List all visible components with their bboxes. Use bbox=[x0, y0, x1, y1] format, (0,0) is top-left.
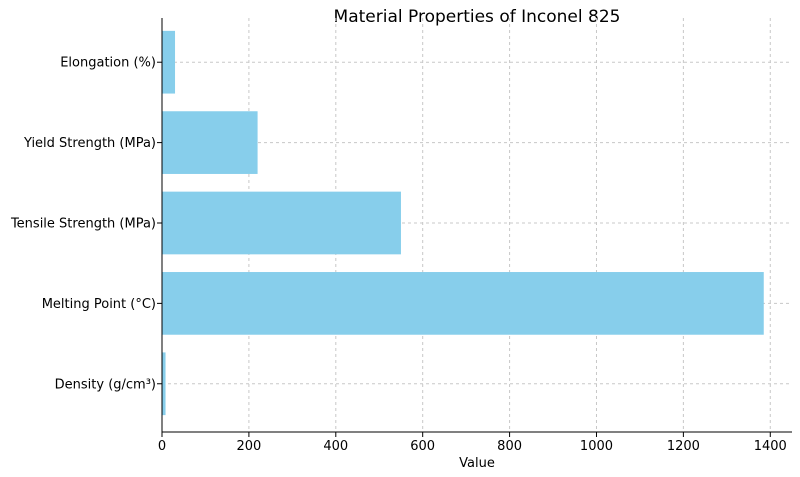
x-tick-label: 400 bbox=[323, 439, 348, 454]
category-labels: Density (g/cm³) Melting Point (°C) Tensile… bbox=[10, 56, 162, 392]
x-ticks: 0 200 400 600 800 1000 1200 1400 bbox=[158, 432, 787, 454]
category-label: Elongation (%) bbox=[60, 56, 156, 71]
bar bbox=[162, 30, 176, 94]
x-tick-label: 1400 bbox=[754, 439, 787, 454]
x-tick-label: 0 bbox=[158, 439, 166, 454]
x-tick-label: 1200 bbox=[667, 439, 700, 454]
axes bbox=[161, 18, 792, 433]
x-tick-label: 1000 bbox=[580, 439, 613, 454]
category-label: Melting Point (°C) bbox=[42, 297, 156, 312]
category-label: Yield Strength (MPa) bbox=[23, 136, 156, 151]
bars bbox=[162, 30, 764, 416]
x-tick-label: 200 bbox=[236, 439, 261, 454]
chart-title: Material Properties of Inconel 825 bbox=[334, 7, 621, 27]
x-tick-label: 600 bbox=[410, 439, 435, 454]
category-label: Density (g/cm³) bbox=[55, 377, 156, 392]
bar bbox=[162, 352, 166, 416]
x-axis-label: Value bbox=[459, 456, 495, 471]
bar bbox=[162, 191, 401, 255]
bar bbox=[162, 111, 258, 174]
x-tick-label: 800 bbox=[497, 439, 522, 454]
category-label: Tensile Strength (MPa) bbox=[10, 216, 156, 231]
bar bbox=[162, 272, 764, 335]
